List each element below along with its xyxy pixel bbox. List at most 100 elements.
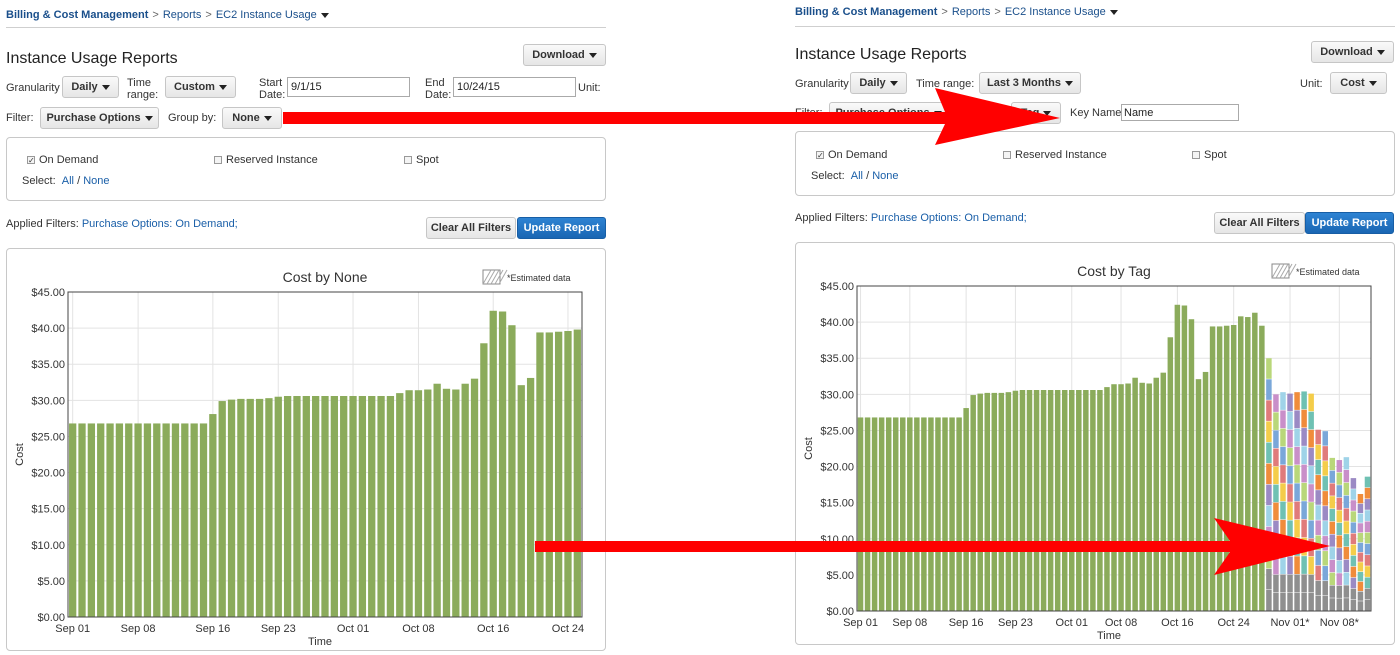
granularity-select[interactable]: Daily	[62, 76, 119, 98]
breadcrumb-reports[interactable]: Reports	[162, 9, 202, 21]
cost-bar	[935, 417, 941, 611]
select-all-link[interactable]: All	[850, 170, 863, 182]
filter-select[interactable]: Purchase Options	[829, 102, 948, 124]
filter-select[interactable]: Purchase Options	[40, 107, 159, 129]
purchase-options-box: ✓ On Demand Reserved Instance Spot Select…	[6, 137, 606, 201]
y-tick-label: $45.00	[31, 287, 65, 299]
tag-bar-segment	[1273, 592, 1279, 611]
tag-bar-segment	[1357, 494, 1364, 504]
tag-bar-segment	[1266, 358, 1272, 379]
tag-bar-segment	[1350, 522, 1357, 533]
group-by-select[interactable]: None	[222, 107, 282, 129]
time-range-select[interactable]: Custom	[165, 76, 236, 98]
download-button[interactable]: Download	[1311, 41, 1394, 63]
breadcrumb-current[interactable]: EC2 Instance Usage	[215, 9, 317, 21]
estimated-legend-hatch	[498, 269, 508, 285]
cost-bar	[227, 399, 236, 617]
cost-bar	[1188, 319, 1195, 611]
breadcrumb-current[interactable]: EC2 Instance Usage	[1004, 6, 1106, 18]
chevron-down-icon[interactable]	[1109, 9, 1118, 15]
cost-bar	[573, 329, 581, 617]
cost-bar	[871, 417, 878, 611]
spot-checkbox[interactable]: Spot	[1192, 149, 1227, 161]
tag-bar-segment	[1343, 559, 1350, 573]
y-tick-label: $45.00	[820, 281, 854, 293]
tag-bar-segment	[1329, 508, 1336, 522]
start-date-input[interactable]: 9/1/15	[287, 77, 410, 97]
download-button[interactable]: Download	[523, 44, 606, 66]
cost-bar	[171, 423, 180, 617]
tag-bar-segment	[1273, 520, 1279, 539]
breadcrumb-billing[interactable]: Billing & Cost Management	[6, 9, 149, 21]
reserved-instance-checkbox[interactable]: Reserved Instance	[214, 154, 318, 166]
clear-all-filters-button[interactable]: Clear All Filters	[426, 217, 516, 239]
tag-bar-segment	[1336, 497, 1343, 510]
tag-bar-segment	[1287, 447, 1293, 466]
cost-chart: Cost by Tag *Estimated data $0.00 $5.00 $10.…	[803, 263, 1372, 642]
reserved-instance-checkbox[interactable]: Reserved Instance	[1003, 149, 1107, 161]
select-none-link[interactable]: None	[83, 175, 110, 187]
cost-bar	[153, 423, 161, 617]
tag-bar-segment	[1294, 428, 1300, 447]
x-tick-label: Sep 08	[892, 617, 927, 629]
y-tick-label: $15.00	[820, 498, 854, 510]
plot-frame	[67, 291, 583, 618]
tag-bar-segment	[1266, 463, 1272, 485]
time-range-select[interactable]: Last 3 Months	[979, 72, 1081, 94]
applied-filter-link[interactable]: Purchase Options: On Demand;	[81, 218, 238, 230]
time-range-label: Time range:	[127, 77, 159, 101]
clear-all-filters-button[interactable]: Clear All Filters	[1214, 212, 1305, 234]
tag-bar-segment	[1343, 457, 1350, 470]
breadcrumb-billing[interactable]: Billing & Cost Management	[795, 6, 938, 18]
tag-bar-segment	[1329, 457, 1336, 471]
plot-frame	[856, 285, 1372, 612]
on-demand-checkbox[interactable]: ✓ On Demand	[816, 149, 888, 161]
tag-bar-segment	[1308, 466, 1314, 484]
on-demand-checkbox[interactable]: ✓ On Demand	[27, 154, 99, 166]
cost-bar	[312, 396, 320, 617]
cost-bar	[1223, 325, 1230, 611]
key-name-input[interactable]: Name	[1121, 104, 1239, 121]
tag-bar-segment	[1294, 501, 1300, 520]
end-date-input[interactable]: 10/24/15	[453, 77, 576, 97]
granularity-select[interactable]: Daily	[850, 72, 907, 94]
cost-bar	[321, 396, 329, 617]
cost-bar	[1245, 317, 1251, 611]
divider	[6, 27, 606, 28]
select-links: Select: All / None	[811, 170, 899, 182]
cost-bar	[489, 310, 497, 617]
select-all-link[interactable]: All	[61, 175, 74, 187]
group-by-select[interactable]: Tag	[1011, 102, 1061, 124]
select-none-link[interactable]: None	[872, 170, 899, 182]
update-report-button[interactable]: Update Report	[1305, 212, 1394, 234]
cost-bar	[1118, 384, 1124, 611]
applied-filter-link[interactable]: Purchase Options: On Demand;	[870, 212, 1027, 224]
cost-bar	[545, 332, 553, 617]
breadcrumb-reports[interactable]: Reports	[951, 6, 991, 18]
tag-bar-segment	[1273, 538, 1279, 557]
tag-bar-segment	[1315, 429, 1321, 445]
spot-checkbox[interactable]: Spot	[404, 154, 439, 166]
tag-bar-segment	[1315, 505, 1321, 520]
x-tick-label: Sep 23	[261, 623, 296, 635]
tag-bar-segment	[1287, 574, 1293, 593]
y-tick-label: $20.00	[31, 468, 65, 480]
cost-bar	[293, 396, 301, 617]
x-tick-label: Oct 24	[552, 623, 584, 635]
unit-select[interactable]: Cost	[1330, 72, 1387, 94]
chevron-down-icon[interactable]	[320, 12, 329, 18]
update-report-button[interactable]: Update Report	[517, 217, 606, 239]
y-tick-label: $5.00	[37, 576, 65, 588]
tag-bar-segment	[1336, 535, 1343, 548]
estimated-legend-hatch	[494, 269, 504, 285]
tag-bar-segment	[1357, 523, 1364, 533]
tag-bar-segment	[1350, 566, 1357, 578]
estimated-legend-hatch	[1271, 263, 1281, 279]
breadcrumb: Billing & Cost Management > Reports > EC2 In…	[6, 9, 329, 21]
tag-bar-segment	[1266, 505, 1272, 527]
cost-bar	[461, 383, 469, 617]
end-date-label: End Date:	[425, 77, 452, 101]
cost-bar	[69, 423, 77, 617]
cost-bar	[1153, 377, 1159, 611]
tag-bar-segment	[1301, 446, 1307, 465]
